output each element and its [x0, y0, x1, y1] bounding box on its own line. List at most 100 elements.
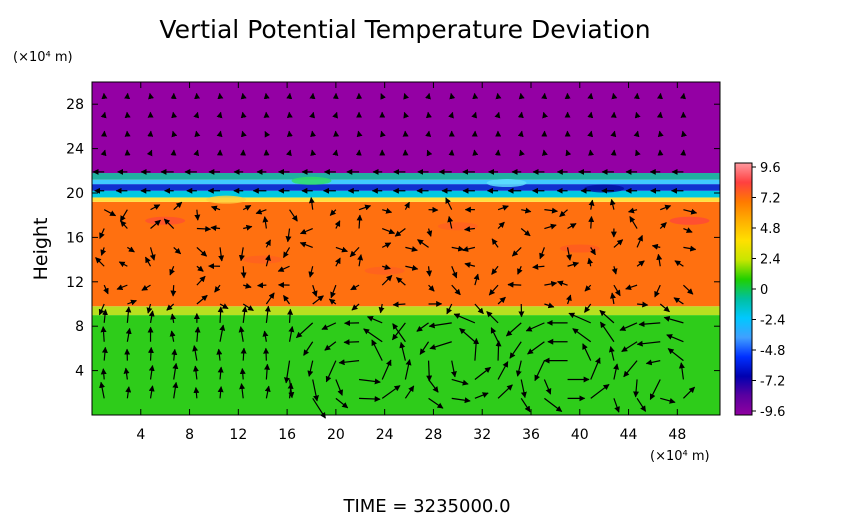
- wind-vector: [378, 303, 385, 314]
- wind-vector: [125, 306, 132, 323]
- wind-vector: [417, 239, 429, 248]
- wind-vector: [473, 273, 480, 286]
- wind-vector: [144, 256, 152, 267]
- temperature-layer-1: [92, 306, 720, 316]
- wind-vector: [534, 360, 545, 382]
- wind-vector: [216, 130, 223, 138]
- wind-vector: [193, 149, 200, 157]
- wind-vector: [645, 359, 661, 366]
- wind-vector: [637, 301, 649, 308]
- wind-vector: [219, 324, 226, 342]
- wind-vector: [651, 243, 661, 250]
- wind-vector: [491, 265, 499, 275]
- x-tick-label: 20: [327, 427, 345, 443]
- wind-vector: [625, 284, 638, 291]
- wind-vector: [666, 334, 684, 343]
- wind-vector: [264, 363, 271, 380]
- wind-vector: [521, 207, 532, 214]
- wind-vector: [451, 397, 471, 404]
- wind-vector: [196, 275, 206, 286]
- wind-vector: [587, 257, 594, 267]
- wind-vector: [392, 301, 406, 308]
- wind-vector: [565, 149, 572, 157]
- wind-vector: [328, 298, 337, 305]
- temperature-layer-0: [92, 315, 720, 415]
- wind-vector: [572, 328, 592, 343]
- wind-vector: [163, 218, 175, 229]
- wind-vector: [335, 379, 344, 396]
- wind-vector: [263, 347, 270, 361]
- wind-vector: [99, 228, 105, 239]
- wind-vector: [150, 204, 161, 211]
- wind-vector: [127, 246, 135, 253]
- wind-vector: [472, 149, 479, 156]
- wind-vector: [141, 284, 151, 291]
- wind-vector: [196, 294, 208, 305]
- wind-vector: [649, 379, 661, 400]
- temperature-patch-5: [669, 216, 710, 225]
- wind-vector: [659, 303, 670, 313]
- wind-vector: [527, 341, 545, 355]
- x-tick-label: 44: [620, 427, 638, 443]
- wind-vector: [426, 360, 433, 382]
- wind-vector: [166, 303, 175, 311]
- wind-vector: [100, 149, 107, 157]
- wind-vector: [491, 238, 499, 248]
- wind-vector: [308, 197, 315, 210]
- wind-vector: [210, 225, 221, 232]
- wind-vector: [610, 130, 617, 138]
- wind-vector: [667, 348, 684, 362]
- wind-vector: [312, 379, 319, 402]
- wind-vector: [449, 92, 456, 100]
- wind-vector: [238, 247, 245, 262]
- wind-vector: [497, 296, 506, 305]
- wind-vector: [494, 111, 501, 119]
- wind-vector: [511, 246, 522, 257]
- colorbar-label: 2.4: [760, 253, 781, 268]
- wind-vector: [473, 337, 480, 361]
- wind-vector: [599, 321, 615, 343]
- wind-vector: [587, 130, 594, 138]
- wind-vector: [405, 264, 419, 271]
- wind-vector: [495, 92, 502, 100]
- wind-vector: [683, 245, 697, 252]
- wind-vector: [446, 303, 453, 315]
- wind-vector: [101, 346, 108, 361]
- wind-vector: [127, 299, 137, 306]
- wind-vector: [265, 239, 271, 248]
- wind-vector: [103, 284, 109, 295]
- wind-vector: [520, 228, 531, 237]
- wind-vector: [599, 309, 615, 324]
- wind-vector: [264, 385, 271, 399]
- colorbar-label: -2.4: [760, 314, 785, 329]
- wind-vector: [295, 322, 314, 339]
- x-tick-label: 12: [229, 427, 247, 443]
- wind-vector: [613, 363, 619, 380]
- wind-vector: [541, 149, 548, 156]
- wind-vector: [539, 247, 545, 260]
- wind-vector: [240, 130, 247, 138]
- y-tick-label: 16: [66, 230, 84, 246]
- colorbar-label: 7.2: [760, 192, 781, 207]
- wind-vector: [633, 130, 640, 138]
- wind-vector: [214, 284, 221, 293]
- wind-vector: [405, 246, 418, 252]
- wind-vector: [196, 246, 208, 257]
- wind-vector: [359, 395, 381, 402]
- y-unit-label: (×10⁴ m): [13, 50, 73, 65]
- wind-vector: [216, 348, 223, 361]
- wind-vector: [193, 111, 200, 119]
- wind-vector: [299, 241, 313, 248]
- wind-vector: [520, 398, 531, 413]
- wind-vector: [192, 345, 199, 361]
- wind-vector: [173, 201, 183, 211]
- wind-vector: [426, 149, 433, 157]
- wind-vector: [447, 215, 454, 229]
- wind-vector: [451, 245, 465, 252]
- wind-vector: [308, 266, 315, 278]
- temperature-layer-6: [92, 179, 720, 185]
- wind-vector: [567, 222, 577, 230]
- x-tick-label: 48: [668, 427, 686, 443]
- wind-vector: [217, 366, 224, 380]
